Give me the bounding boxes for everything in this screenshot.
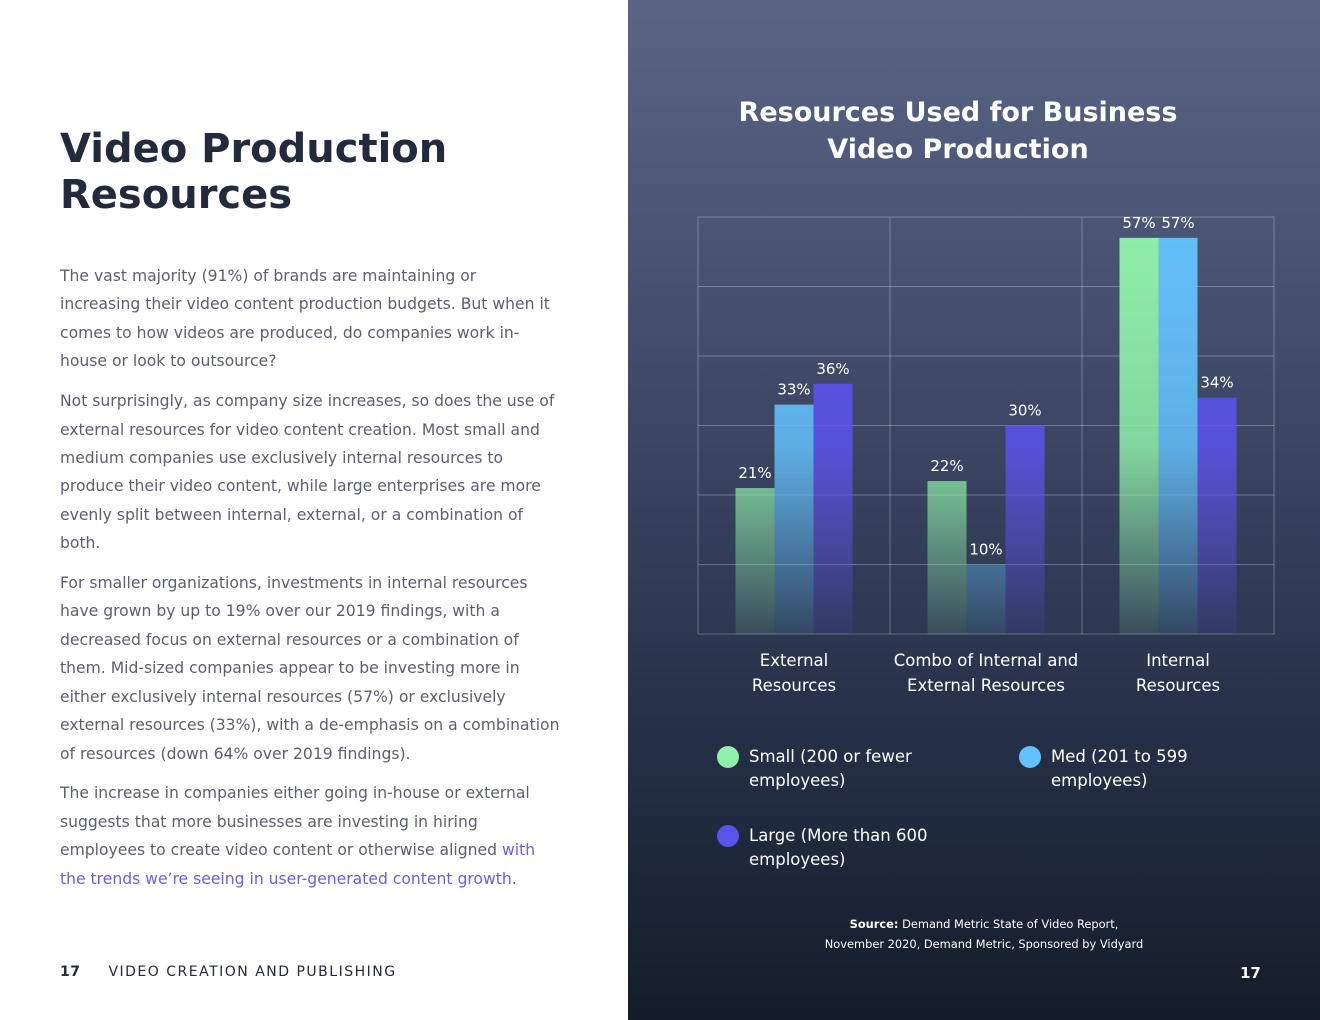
chart-bars: [735, 237, 1237, 634]
paragraph-4-text: The increase in companies either going i…: [60, 784, 530, 860]
legend-label-large: Large (More than 600 employees): [749, 826, 928, 869]
source-text: Demand Metric State of Video Report,: [898, 917, 1119, 931]
bar: [735, 488, 775, 634]
bar-value-label: 10%: [969, 541, 1002, 559]
section-name: VIDEO CREATION AND PUBLISHING: [108, 964, 397, 980]
ugc-trends-link[interactable]: with the trends we’re seeing in user-gen…: [60, 841, 536, 888]
source-label: Source:: [849, 917, 899, 931]
legend-swatch-large: [717, 825, 739, 847]
page-number-right: 17: [1240, 964, 1261, 982]
bar: [1005, 425, 1045, 634]
source-text-line-2: November 2020, Demand Metric, Sponsored …: [824, 937, 1144, 951]
body-text: The vast majority (91%) of brands are ma…: [60, 262, 560, 905]
category-label: Combo of Internal and: [894, 651, 1079, 670]
bar: [1158, 237, 1198, 634]
bar-chart: 21% 33% 36% 22% 10% 30% 57% 57% 34% External Reso…: [697, 214, 1275, 695]
legend-label-med: Med (201 to 599 employees): [1051, 747, 1188, 790]
paragraph-1: The vast majority (91%) of brands are ma…: [60, 267, 550, 371]
category-label: External Resources: [907, 676, 1065, 695]
chart-category-labels: External Resources Combo of Internal and Ex…: [752, 651, 1220, 695]
bar-value-label: 33%: [777, 381, 810, 399]
bar: [1197, 397, 1237, 634]
bar-value-label: 57%: [1122, 214, 1155, 232]
legend-item-med: Med (201 to 599 employees): [1019, 745, 1188, 793]
category-label: Resources: [1136, 676, 1220, 695]
bar: [813, 383, 853, 634]
category-label: Internal: [1146, 651, 1210, 670]
page-title-line-1: Video Production: [60, 126, 448, 172]
legend-swatch-med: [1019, 746, 1041, 768]
bar-value-label: 21%: [738, 464, 771, 482]
page-number: 17: [60, 964, 81, 980]
bar: [774, 404, 814, 634]
legend-item-small: Small (200 or fewer employees): [717, 745, 912, 793]
paragraph-3: For smaller organizations, investments i…: [60, 574, 560, 763]
bar: [966, 564, 1006, 634]
category-label: Resources: [752, 676, 836, 695]
bar-value-label: 30%: [1008, 402, 1041, 420]
legend-item-large: Large (More than 600 employees): [717, 824, 928, 872]
paragraph-4: The increase in companies either going i…: [60, 779, 560, 893]
legend-swatch-small: [717, 746, 739, 768]
bar-value-label: 34%: [1200, 374, 1233, 392]
left-page: Video Production Resources The vast majo…: [0, 0, 628, 1020]
right-page: Resources Used for Business Video Produc…: [628, 0, 1320, 1020]
chart-title-line-2: Video Production: [827, 134, 1089, 165]
bar: [1119, 237, 1159, 634]
chart-title-line-1: Resources Used for Business: [738, 97, 1178, 128]
legend-label-small: Small (200 or fewer employees): [749, 747, 912, 790]
paragraph-2: Not surprisingly, as company size increa…: [60, 392, 555, 553]
chart-title: Resources Used for Business Video Produc…: [628, 94, 1288, 168]
bar-value-label: 22%: [930, 457, 963, 475]
category-label: External: [760, 651, 828, 670]
paragraph-4-end: .: [511, 869, 517, 888]
page-title: Video Production Resources: [60, 126, 580, 218]
bar-value-label: 36%: [816, 360, 849, 378]
page-footer: 17 VIDEO CREATION AND PUBLISHING: [60, 964, 397, 980]
bar: [927, 481, 967, 634]
chart-source: Source: Demand Metric State of Video Rep…: [628, 914, 1320, 954]
page-title-line-2: Resources: [60, 172, 293, 218]
chart-value-labels: 21% 33% 36% 22% 10% 30% 57% 57% 34%: [738, 214, 1233, 559]
bar-value-label: 57%: [1161, 214, 1194, 232]
